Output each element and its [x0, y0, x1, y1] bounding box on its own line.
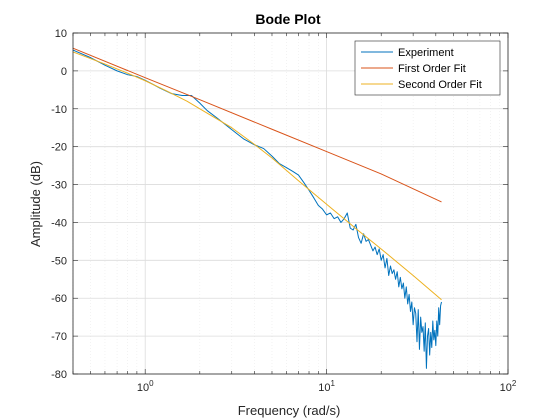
plot-series [72, 47, 442, 369]
x-tick-exponent: 2 [512, 379, 517, 388]
y-tick-label: -40 [51, 217, 67, 229]
chart-title: Bode Plot [255, 11, 321, 27]
y-tick-label: -70 [51, 331, 67, 343]
x-tick-label: 102 [500, 379, 517, 394]
x-axis-label: Frequency (rad/s) [238, 403, 341, 418]
y-tick-label: -10 [51, 104, 67, 116]
y-tick-label: 10 [55, 28, 67, 40]
series-line-first-order-fit [72, 47, 442, 203]
y-tick-label: -80 [51, 369, 67, 381]
series-line-second-order-fit [72, 51, 442, 301]
legend-label: Second Order Fit [398, 79, 482, 91]
y-tick-label: -50 [51, 255, 67, 267]
y-tick-label: 0 [61, 66, 67, 78]
y-tick-label: -60 [51, 293, 67, 305]
x-tick-exponent: 1 [330, 379, 335, 388]
series-line-experiment [72, 49, 442, 369]
x-tick-base: 10 [318, 382, 330, 394]
y-tick-label: -30 [51, 180, 67, 192]
legend-label: Experiment [398, 47, 454, 59]
y-axis-label: Amplitude (dB) [28, 161, 43, 247]
y-tick-label: -20 [51, 142, 67, 154]
legend[interactable]: Experiment First Order Fit Second Order Fi… [354, 40, 501, 96]
axes-box [72, 32, 509, 375]
x-tick-exponent: 0 [149, 379, 154, 388]
x-tick-label: 100 [137, 379, 154, 394]
legend-label: First Order Fit [398, 63, 466, 75]
x-tick-label: 101 [318, 379, 335, 394]
x-tick-base: 10 [137, 382, 149, 394]
x-tick-base: 10 [500, 382, 512, 394]
